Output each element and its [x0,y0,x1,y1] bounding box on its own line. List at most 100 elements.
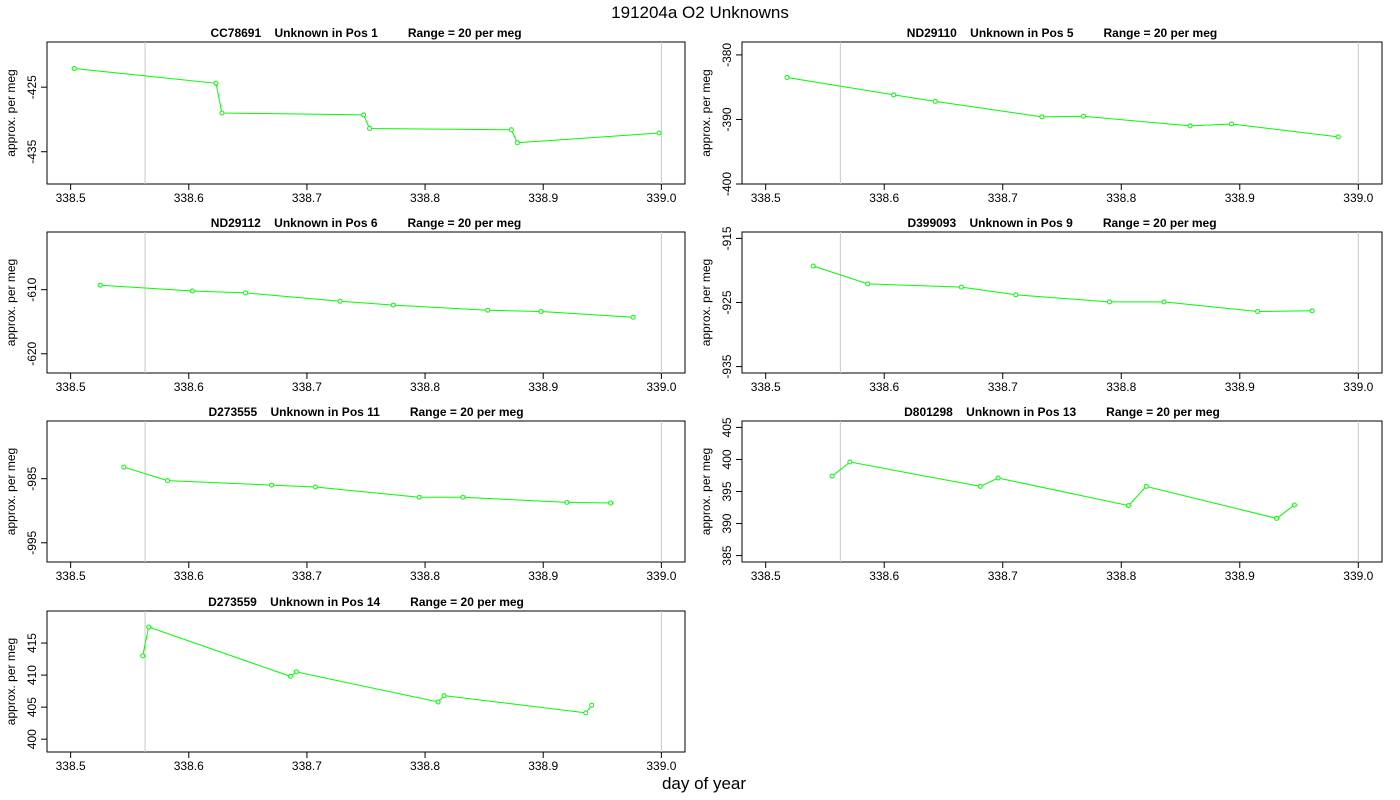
data-point [891,92,897,98]
x-tick-label: 338.8 [1106,191,1136,205]
y-axis-label: approx. per meg [4,448,18,535]
x-tick-label: 339.0 [646,191,676,205]
data-point [847,459,853,465]
x-tick-label: 339.0 [1343,569,1373,583]
x-tick-label: 338.8 [1106,569,1136,583]
data-point [583,710,589,716]
plot-frame [741,231,1383,374]
data-point [1106,299,1112,305]
series-line [812,265,1313,313]
panel-2: ND29110 Unknown in Pos 5 Range = 20 per … [699,26,1383,205]
x-tick-label: 338.9 [1225,569,1255,583]
x-tick-label: 338.7 [292,380,322,394]
data-point [337,298,343,304]
x-tick-label: 338.5 [56,759,86,773]
panel-4: D399093 Unknown in Pos 9 Range = 20 per … [699,216,1383,394]
x-tick-label: 338.8 [410,380,440,394]
x-tick-label: 338.7 [292,569,322,583]
y-tick-label: 405 [25,697,39,717]
data-point [1143,483,1149,489]
data-point [367,125,373,131]
y-axis-label: approx. per meg [4,259,18,346]
x-tick-label: 338.8 [410,191,440,205]
panel-title: D399093 Unknown in Pos 9 Range = 20 per … [907,216,1216,230]
data-point [219,110,225,116]
data-point [1187,123,1193,129]
data-point [189,288,195,294]
y-tick-label: 390 [720,513,734,533]
data-point [958,284,964,290]
y-tick-label: -915 [720,226,734,250]
data-point [932,98,938,104]
x-tick-label: 338.6 [174,191,204,205]
y-tick-label: 405 [720,417,734,437]
y-tick-label: -425 [25,75,39,99]
x-tick-label: 338.6 [174,569,204,583]
y-axis-label: approx. per meg [699,448,713,535]
x-tick-label: 338.6 [174,759,204,773]
series-line [123,466,611,504]
data-point [361,112,367,118]
data-point [460,494,466,500]
plot-frame [46,231,686,374]
data-point [146,624,152,630]
series-line [100,284,634,318]
data-point [538,308,544,314]
data-point [416,494,422,500]
x-tick-label: 338.5 [751,380,781,394]
y-tick-label: -380 [720,43,734,67]
data-point [268,482,274,488]
data-point [1228,121,1234,127]
data-point [1335,134,1341,140]
y-tick-label: -925 [720,290,734,314]
data-point [589,702,595,708]
data-point [97,282,103,288]
data-point [829,473,835,479]
x-tick-label: 338.9 [528,569,558,583]
x-tick-label: 338.5 [56,569,86,583]
y-axis-label: approx. per meg [4,638,18,725]
plot-frame [741,41,1383,185]
y-tick-label: -400 [720,172,734,196]
x-tick-label: 338.8 [1106,380,1136,394]
data-point [287,673,293,679]
x-tick-label: 338.7 [988,569,1018,583]
x-tick-label: 338.9 [528,759,558,773]
y-axis-label: approx. per meg [699,69,713,156]
x-tick-label: 338.6 [869,380,899,394]
data-point [995,475,1001,481]
panel-title: D801298 Unknown in Pos 13 Range = 20 per… [904,405,1220,419]
data-point [977,483,983,489]
y-tick-label: -390 [720,107,734,131]
y-tick-label: 400 [720,449,734,469]
x-tick-label: 338.6 [869,191,899,205]
x-tick-label: 338.8 [410,759,440,773]
panel-title: CC78691 Unknown in Pos 1 Range = 20 per … [210,26,521,40]
data-point [656,130,662,136]
y-tick-label: -620 [25,341,39,365]
series-line [74,68,660,144]
plot-frame [46,41,686,185]
x-tick-label: 338.5 [751,569,781,583]
data-point [71,65,77,71]
x-tick-label: 338.7 [292,759,322,773]
data-point [140,653,146,659]
x-tick-label: 339.0 [1343,191,1373,205]
data-point [514,140,520,146]
data-point [564,499,570,505]
x-tick-label: 339.0 [646,380,676,394]
x-tick-label: 338.6 [869,569,899,583]
data-point [508,127,514,133]
data-point [1274,515,1280,521]
x-tick-label: 338.9 [1225,380,1255,394]
panel-7: D273559 Unknown in Pos 14 Range = 20 per… [4,595,686,773]
panel-5: D273555 Unknown in Pos 11 Range = 20 per… [4,405,686,583]
panel-title: D273555 Unknown in Pos 11 Range = 20 per… [208,405,523,419]
y-axis-label: approx. per meg [699,259,713,346]
data-point [242,290,248,296]
series-line [786,77,1339,138]
x-tick-label: 338.8 [410,569,440,583]
data-point [865,281,871,287]
data-point [441,693,447,699]
